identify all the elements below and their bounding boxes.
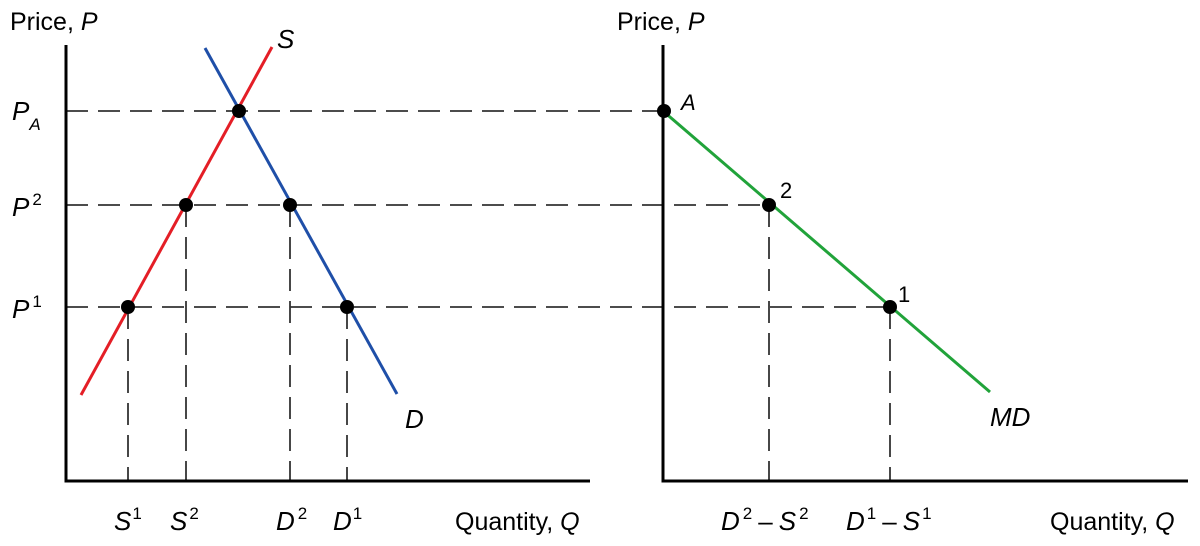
point-2-label: 2 bbox=[780, 178, 792, 203]
point-1 bbox=[883, 300, 897, 314]
quantity-label-d1: D1 bbox=[333, 504, 362, 536]
guide-lines bbox=[66, 110, 891, 480]
point-d2 bbox=[283, 198, 297, 212]
point-1-label: 1 bbox=[898, 282, 910, 307]
demand-curve bbox=[203, 47, 399, 395]
points bbox=[121, 104, 897, 314]
point-d1 bbox=[340, 300, 354, 314]
right-x-axis-title: Quantity, Q bbox=[1050, 508, 1175, 536]
quantity-label-d2-minus-s2: D 2– S 2 bbox=[721, 504, 809, 536]
supply-curve-label: S bbox=[277, 24, 295, 54]
point-s2 bbox=[179, 198, 193, 212]
left-axes bbox=[64, 45, 590, 483]
point-a bbox=[657, 104, 671, 118]
right-axes bbox=[661, 45, 1188, 483]
point-a-label: A bbox=[679, 90, 696, 115]
supply-curve bbox=[79, 46, 274, 396]
quantity-label-s1: S1 bbox=[114, 504, 142, 536]
quantity-label-d1-minus-s1: D 1– S 1 bbox=[846, 504, 932, 536]
import-demand-label: MD bbox=[990, 402, 1030, 432]
axes bbox=[64, 45, 1188, 483]
right-y-axis-title: Price, P bbox=[617, 8, 705, 36]
demand-curve-label: D bbox=[405, 404, 424, 434]
point-2 bbox=[762, 198, 776, 212]
price-label-pa: PA bbox=[12, 96, 41, 134]
equilibrium-point bbox=[232, 104, 246, 118]
import-demand-curve bbox=[662, 109, 991, 394]
point-s1 bbox=[121, 300, 135, 314]
left-x-axis-title: Quantity, Q bbox=[455, 508, 580, 536]
left-y-axis-title: Price, P bbox=[10, 8, 98, 36]
